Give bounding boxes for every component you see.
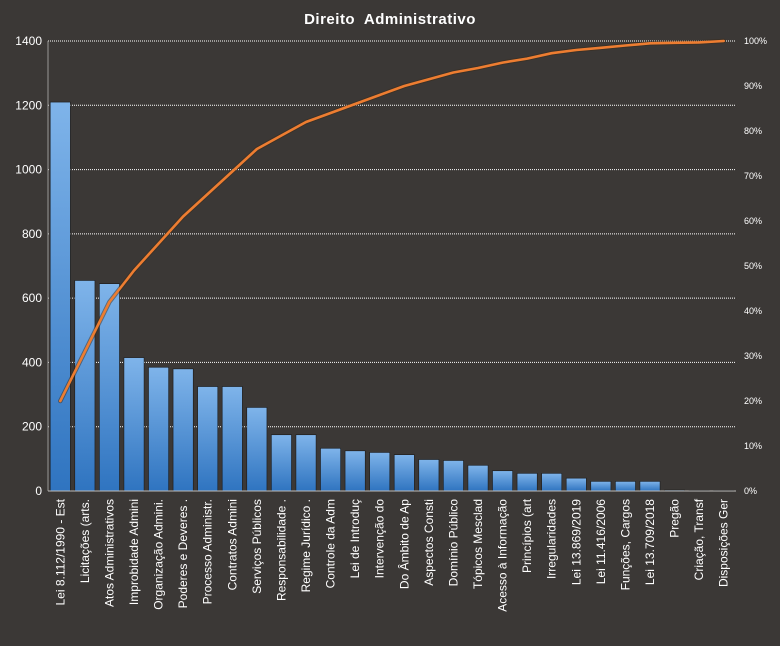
x-tick-label: Serviços Públicos (250, 499, 264, 594)
x-tick-label: Princípios (art (520, 498, 534, 573)
x-tick-label: Processo Administr. (201, 499, 215, 604)
y2-tick-label: 100% (744, 36, 767, 46)
bar (197, 386, 219, 492)
y-tick-label: 200 (22, 420, 42, 434)
cumulative-line-shadow (58, 38, 726, 404)
bar (541, 473, 563, 492)
y2-tick-label: 60% (744, 216, 762, 226)
y2-tick-label: 50% (744, 261, 762, 271)
y2-tick-label: 90% (744, 81, 762, 91)
bar (443, 460, 464, 492)
y2-tick-label: 40% (744, 306, 762, 316)
x-tick-label: Improbidade Admini (127, 499, 141, 605)
x-tick-label: Do Âmbito de Ap (396, 499, 411, 589)
bar (369, 452, 391, 492)
bar (467, 464, 489, 492)
y2-tick-label: 80% (744, 126, 762, 136)
x-tick-label: Lei de Introduç (348, 499, 362, 578)
y2-tick-label: 0% (744, 486, 757, 496)
x-tick-label: Responsabilidade . (274, 499, 288, 601)
x-tick-label: Tópicos Mesclad (471, 499, 485, 589)
bar (148, 366, 169, 492)
bar (246, 407, 268, 492)
x-tick-label: Disposições Ger (717, 499, 731, 587)
x-tick-label: Lei 8.112/1990 - Est (53, 498, 67, 605)
bar (74, 280, 96, 492)
x-tick-label: Lei 13.709/2018 (643, 499, 657, 585)
bar (49, 101, 71, 492)
x-tick-label: Controle da Adm (324, 499, 338, 588)
bar (565, 477, 587, 492)
y2-tick-label: 20% (744, 396, 762, 406)
y-tick-label: 600 (22, 291, 42, 305)
chart-title: Direito Administrativo (304, 11, 476, 28)
bar (615, 481, 636, 492)
bar (393, 454, 415, 492)
x-tick-label: Aspectos Consti (422, 499, 436, 586)
y-tick-label: 800 (22, 227, 42, 241)
x-tick-label: Pregão (668, 499, 682, 538)
y-tick-label: 1000 (15, 163, 42, 177)
x-tick-label: Organização Admini. (152, 499, 166, 610)
y-tick-label: 1400 (15, 34, 42, 48)
x-tick-label: Poderes e Deveres . (176, 499, 190, 608)
x-tick-label: Lei 11.416/2006 (594, 499, 608, 585)
y-tick-label: 400 (22, 355, 42, 369)
x-tick-label: Lei 13.869/2019 (569, 499, 583, 585)
x-tick-label: Criação, Transf (692, 498, 706, 580)
x-tick-label: Intervenção do (373, 499, 387, 579)
y-axis-right: 0% 10% 20% 30% 40% 50% 60% 70% 80% 90% 100% (744, 36, 767, 496)
x-tick-label: Acesso à Informação (496, 499, 510, 612)
x-tick-label: Atos Administrativos (102, 499, 116, 607)
y2-tick-label: 70% (744, 171, 762, 181)
y2-tick-label: 30% (744, 351, 762, 361)
bar (590, 481, 612, 492)
bar (271, 434, 292, 492)
bar (492, 470, 513, 492)
bar (172, 368, 194, 492)
x-axis: Lei 8.112/1990 - Est Licitações (arts. Ato… (48, 490, 736, 612)
x-tick-label: Regime Jurídico . (299, 499, 313, 592)
x-tick-label: Funções, Cargos (618, 499, 632, 590)
bar (123, 357, 145, 492)
x-tick-label: Contratos Admini (225, 499, 239, 590)
bar (344, 450, 366, 492)
line-layer (58, 38, 726, 404)
y2-tick-label: 10% (744, 441, 762, 451)
bar (418, 459, 440, 492)
bar (516, 473, 538, 492)
bar (295, 434, 317, 492)
cumulative-line (58, 39, 726, 403)
x-tick-label: Licitações (arts. (78, 499, 92, 583)
bar (221, 386, 243, 492)
x-tick-label: Irregularidades (545, 499, 559, 579)
y-axis-left: 0 200 400 600 800 1000 1200 1400 (15, 34, 49, 498)
y-tick-label: 1200 (15, 98, 42, 112)
bar (320, 447, 341, 492)
y-tick-label: 0 (35, 484, 42, 498)
bar (639, 481, 661, 492)
bar-layer (49, 101, 735, 492)
x-tick-label: Domínio Público (446, 499, 460, 587)
